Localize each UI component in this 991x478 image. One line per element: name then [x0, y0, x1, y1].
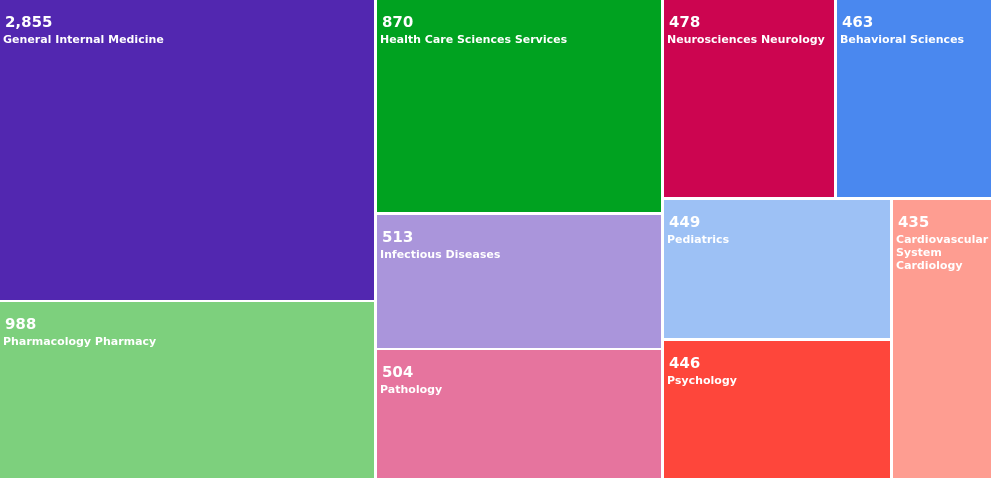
- tile-value-label: 478: [669, 13, 701, 31]
- tile-category-label: General Internal Medicine: [3, 33, 164, 46]
- treemap-tile[interactable]: 988 Pharmacology Pharmacy: [0, 302, 374, 478]
- tile-category-label: Cardiovascular System Cardiology: [896, 233, 989, 272]
- treemap-tile[interactable]: 504 Pathology: [377, 350, 661, 478]
- treemap-tile[interactable]: 478 Neurosciences Neurology: [664, 0, 834, 197]
- tile-value-label: 435: [898, 213, 930, 231]
- tile-category-label: Psychology: [667, 374, 737, 387]
- treemap-tile[interactable]: 463 Behavioral Sciences: [837, 0, 991, 197]
- tile-value-label: 2,855: [5, 13, 53, 31]
- tile-value-label: 988: [5, 315, 37, 333]
- tile-value-label: 463: [842, 13, 874, 31]
- tile-category-label: Behavioral Sciences: [840, 33, 965, 46]
- treemap-tile[interactable]: 513 Infectious Diseases: [377, 215, 661, 348]
- tile-value-label: 504: [382, 363, 414, 381]
- tile-category-label: Pharmacology Pharmacy: [3, 335, 157, 348]
- treemap-tile[interactable]: 449 Pediatrics: [664, 200, 890, 338]
- treemap-tile[interactable]: 435 Cardiovascular System Cardiology: [893, 200, 991, 478]
- treemap-tile[interactable]: 2,855 General Internal Medicine: [0, 0, 374, 300]
- tile-category-label: Infectious Diseases: [380, 248, 501, 261]
- tile-value-label: 513: [382, 228, 414, 246]
- tile-category-label: Health Care Sciences Services: [380, 33, 568, 46]
- tile-value-label: 870: [382, 13, 414, 31]
- tile-value-label: 449: [669, 213, 701, 231]
- tile-category-label: Pathology: [380, 383, 443, 396]
- tile-category-label: Neurosciences Neurology: [667, 33, 825, 46]
- treemap-tile[interactable]: 870 Health Care Sciences Services: [377, 0, 661, 212]
- treemap-tile[interactable]: 446 Psychology: [664, 341, 890, 478]
- tile-value-label: 446: [669, 354, 701, 372]
- tile-category-label: Pediatrics: [667, 233, 730, 246]
